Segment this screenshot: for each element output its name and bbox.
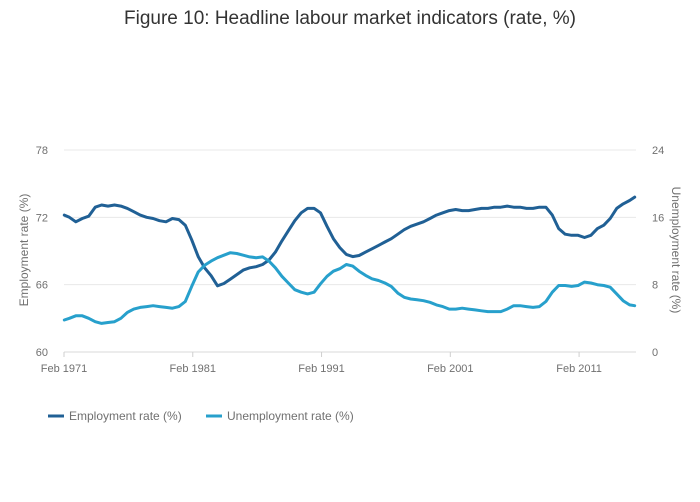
x-tick-label: Feb 1981 (170, 363, 216, 375)
right-axis-title: Unemployment rate (%) (669, 187, 683, 314)
legend-item-employment[interactable]: Employment rate (%) (48, 409, 182, 423)
legend-item-unemployment[interactable]: Unemployment rate (%) (206, 409, 354, 423)
left-tick-label: 78 (36, 145, 48, 157)
x-tick-label: Feb 1971 (41, 363, 87, 375)
x-tick-label: Feb 1991 (298, 363, 344, 375)
axes: 60 66 72 78 0 8 16 24 Feb 1971 Feb 1981 Feb 1991 Fe… (36, 145, 665, 375)
right-tick-label: 24 (652, 145, 664, 157)
chart-title: Figure 10: Headline labour market indica… (124, 8, 576, 29)
gridlines (64, 149, 636, 353)
legend-label-unemployment: Unemployment rate (%) (227, 409, 354, 423)
legend[interactable]: Employment rate (%) Unemployment rate (%… (48, 409, 354, 423)
right-tick-label: 0 (652, 347, 658, 359)
legend-label-employment: Employment rate (%) (69, 409, 182, 423)
left-axis-title: Employment rate (%) (17, 194, 31, 307)
series-lines (62, 195, 637, 325)
right-tick-label: 8 (652, 280, 658, 292)
left-tick-label: 72 (36, 212, 48, 224)
x-tick-label: Feb 2001 (427, 363, 473, 375)
x-tick-label: Feb 2011 (556, 363, 602, 375)
employment-rate-line[interactable] (62, 195, 637, 288)
unemployment-rate-line[interactable] (62, 251, 637, 325)
right-tick-label: 16 (652, 212, 664, 224)
left-tick-label: 66 (36, 280, 48, 292)
left-tick-label: 60 (36, 347, 48, 359)
